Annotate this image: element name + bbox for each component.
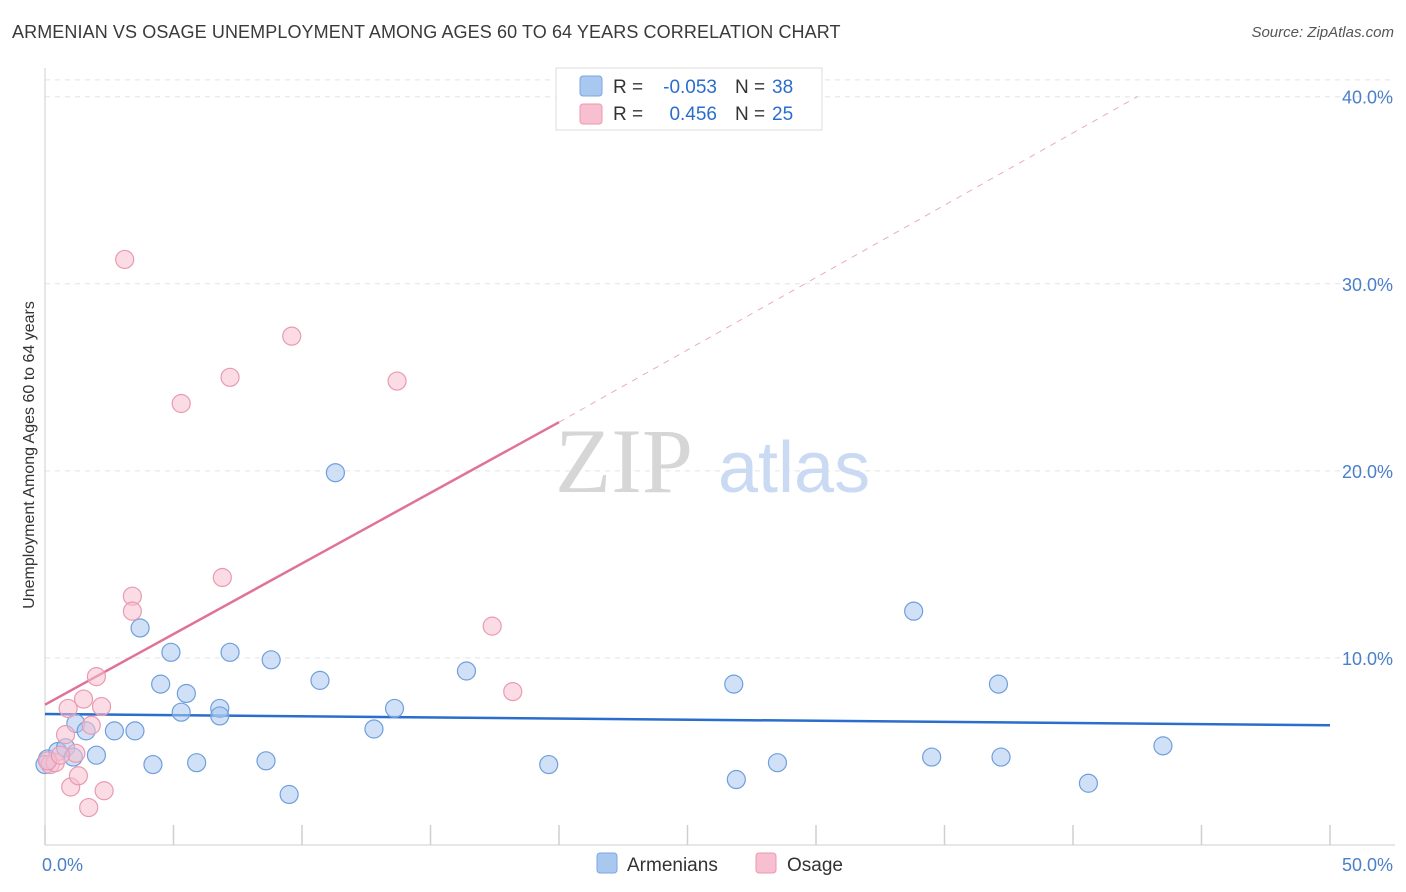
point-armenians bbox=[125, 721, 145, 741]
point-armenians bbox=[1153, 736, 1173, 756]
point-armenians bbox=[922, 747, 942, 767]
point-osage bbox=[68, 766, 89, 786]
point-armenians bbox=[176, 683, 196, 704]
point-armenians bbox=[456, 661, 477, 681]
legend-label-osage: Osage bbox=[787, 855, 843, 876]
legend-swatch-armenians bbox=[596, 852, 618, 874]
axes bbox=[44, 68, 1395, 846]
stats-swatch-armenians bbox=[579, 75, 603, 97]
chart-title: ARMENIAN VS OSAGE UNEMPLOYMENT AMONG AGE… bbox=[12, 22, 841, 42]
point-osage bbox=[282, 326, 302, 346]
point-osage bbox=[55, 725, 76, 745]
legend-swatch-osage bbox=[755, 852, 777, 874]
point-armenians bbox=[988, 674, 1009, 694]
point-armenians bbox=[220, 642, 240, 662]
point-armenians bbox=[130, 618, 150, 638]
point-osage bbox=[79, 797, 99, 818]
stats-n-label-osage: N = bbox=[735, 104, 765, 125]
chart-source: Source: ZipAtlas.com bbox=[1251, 24, 1394, 41]
point-armenians bbox=[279, 784, 299, 805]
stats-box: R = -0.053 N = 38 R = 0.456 N = 25 bbox=[555, 67, 823, 131]
point-osage bbox=[503, 681, 523, 702]
point-armenians bbox=[151, 674, 171, 694]
trend-extension-osage bbox=[558, 96, 1138, 423]
point-armenians bbox=[310, 670, 330, 690]
y-tick-label: 10.0% bbox=[1342, 649, 1393, 669]
stats-r-label-armenians: R = bbox=[613, 77, 643, 98]
point-osage bbox=[387, 371, 407, 391]
point-osage bbox=[171, 393, 191, 414]
y-tick-label: 20.0% bbox=[1342, 462, 1393, 482]
x-tick-label: 50.0% bbox=[1342, 855, 1393, 875]
stats-n-label-armenians: N = bbox=[735, 77, 765, 98]
point-osage bbox=[58, 698, 78, 719]
point-osage bbox=[94, 781, 114, 801]
point-osage bbox=[482, 616, 502, 636]
data-points bbox=[35, 249, 1173, 818]
stats-r-value-osage: 0.456 bbox=[669, 104, 717, 125]
legend: Armenians Osage bbox=[596, 852, 843, 876]
trend-line-armenians bbox=[44, 712, 1331, 727]
point-armenians bbox=[171, 702, 191, 722]
y-tick-label: 40.0% bbox=[1342, 88, 1393, 108]
watermark-atlas: atlas bbox=[718, 428, 870, 508]
point-armenians bbox=[261, 650, 281, 670]
watermark-zip: ZIP bbox=[555, 410, 693, 512]
stats-r-value-armenians: -0.053 bbox=[663, 77, 717, 98]
x-tick-label: 0.0% bbox=[42, 855, 83, 875]
point-armenians bbox=[726, 769, 746, 790]
stats-n-value-armenians: 38 bbox=[772, 77, 793, 98]
point-armenians bbox=[86, 745, 107, 765]
point-armenians bbox=[256, 751, 276, 771]
gridlines bbox=[45, 79, 1390, 659]
point-osage bbox=[86, 667, 107, 687]
point-armenians bbox=[991, 747, 1011, 767]
point-armenians bbox=[724, 674, 744, 694]
stats-swatch-osage bbox=[579, 103, 603, 125]
point-osage bbox=[73, 689, 94, 709]
point-armenians bbox=[187, 753, 207, 773]
point-armenians bbox=[104, 721, 124, 741]
point-armenians bbox=[161, 642, 181, 662]
point-armenians bbox=[143, 754, 163, 775]
trend-lines bbox=[44, 96, 1331, 727]
point-armenians bbox=[1078, 773, 1099, 793]
stats-n-value-osage: 25 bbox=[772, 104, 793, 125]
stats-r-label-osage: R = bbox=[613, 104, 643, 125]
tick-labels: 10.0% 20.0% 30.0% 40.0% 0.0% 50.0% bbox=[42, 88, 1393, 875]
point-osage bbox=[212, 567, 232, 588]
trend-line-osage bbox=[44, 421, 560, 706]
point-osage bbox=[50, 745, 71, 765]
y-axis-title: Unemployment Among Ages 60 to 64 years bbox=[21, 301, 38, 609]
point-armenians bbox=[767, 753, 788, 773]
point-osage bbox=[81, 715, 101, 735]
point-armenians bbox=[384, 698, 405, 719]
point-osage bbox=[115, 249, 135, 270]
legend-label-armenians: Armenians bbox=[627, 855, 718, 876]
point-armenians bbox=[210, 706, 230, 726]
point-osage bbox=[91, 696, 112, 717]
point-osage bbox=[122, 601, 142, 621]
point-armenians bbox=[904, 601, 924, 621]
point-armenians bbox=[325, 463, 346, 483]
point-armenians bbox=[539, 754, 559, 775]
y-tick-label: 30.0% bbox=[1342, 275, 1393, 295]
point-osage bbox=[220, 367, 240, 387]
point-armenians bbox=[364, 719, 384, 739]
